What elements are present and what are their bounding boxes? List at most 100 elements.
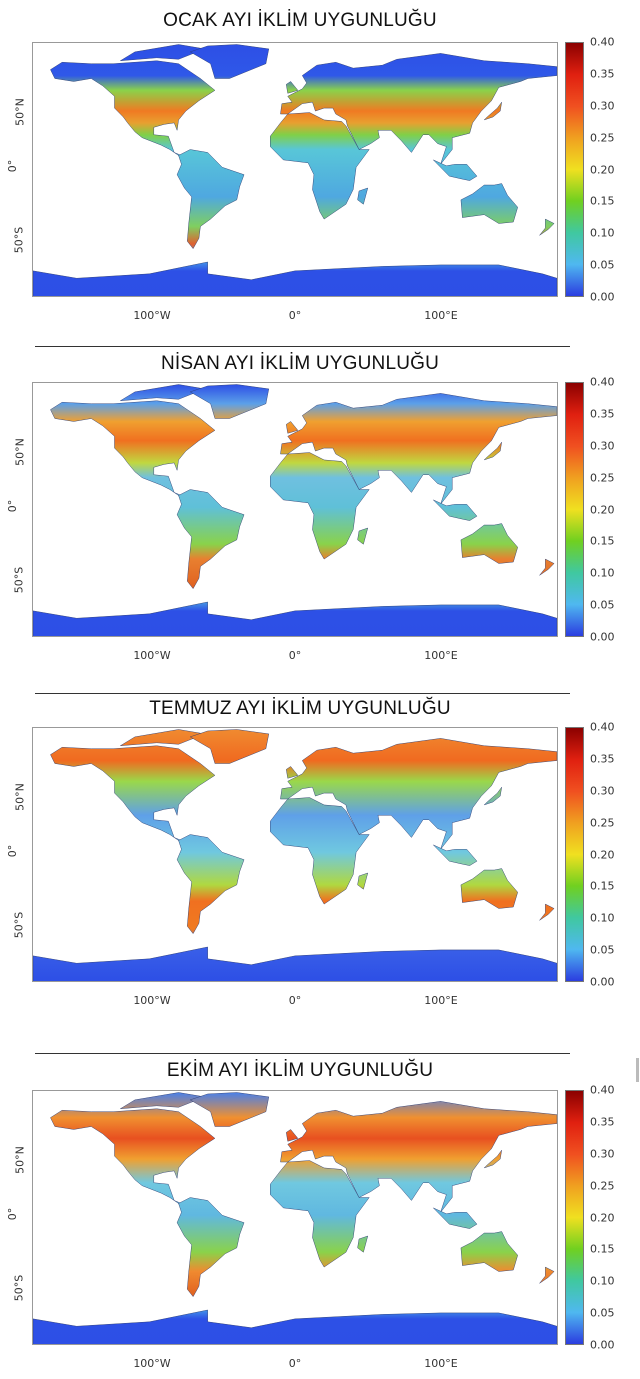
landmass-japan <box>484 442 502 461</box>
landmass-antarctica <box>33 261 557 296</box>
landmass-south-america <box>176 1197 245 1298</box>
landmass-south-america <box>176 489 245 590</box>
landmass-new-zealand <box>539 218 555 236</box>
colorbar-tick-label: 0.05 <box>590 598 615 612</box>
world-map <box>32 727 558 982</box>
x-axis-label: 100°E <box>424 649 458 662</box>
colorbar-tick-label: 0.15 <box>590 1242 615 1256</box>
colorbar-tick-label: 0.20 <box>590 1211 615 1224</box>
landmass-uk <box>286 1129 299 1142</box>
x-axis-label: 0° <box>288 309 302 322</box>
x-axis-label: 0° <box>288 994 302 1007</box>
colorbar-tick-label: 0.35 <box>590 1115 615 1129</box>
colorbar-tick-label: 0.15 <box>590 194 615 208</box>
landmass-australia <box>460 1231 518 1272</box>
colorbar-tick-label: 0.30 <box>590 99 615 113</box>
x-axis-label: 100°W <box>133 994 171 1007</box>
landmass-new-zealand <box>539 558 555 576</box>
world-map <box>32 42 558 297</box>
map-canvas <box>33 1092 557 1344</box>
landmass-north-america <box>50 400 216 496</box>
x-axis-label: 0° <box>288 1357 302 1370</box>
y-axis-label: 50°N <box>13 1146 27 1174</box>
colorbar-tick-label: 0.05 <box>590 258 615 272</box>
landmass-eurasia <box>280 393 557 505</box>
map-canvas <box>33 384 557 636</box>
colorbar-tick-label: 0.35 <box>590 67 615 81</box>
x-axis-label: 100°E <box>424 994 458 1007</box>
colorbar-tick-label: 0.40 <box>590 720 615 734</box>
colorbar-tick-label: 0.10 <box>590 911 615 925</box>
map-canvas <box>33 729 557 981</box>
colorbar-tick-label: 0.35 <box>590 752 615 766</box>
x-axis-label: 100°E <box>424 309 458 322</box>
landmass-antarctica <box>33 1309 557 1344</box>
landmass-africa <box>270 112 370 220</box>
landmass-uk <box>286 81 299 94</box>
colorbar-tick-label: 0.15 <box>590 534 615 548</box>
x-axis-label: 100°W <box>133 1357 171 1370</box>
colorbar <box>565 727 584 982</box>
landmass-indonesia <box>433 499 478 521</box>
landmass-south-america <box>176 834 245 935</box>
y-axis-label: 50°N <box>13 438 27 466</box>
landmass-north-america <box>50 60 216 156</box>
landmass-greenland <box>189 44 270 79</box>
x-axis-label: 100°W <box>133 649 171 662</box>
colorbar-tick-label: 0.10 <box>590 1274 615 1288</box>
landmass-south-america <box>176 149 245 250</box>
colorbar-tick-label: 0.05 <box>590 1306 615 1320</box>
map-canvas <box>33 44 557 296</box>
landmass-new-zealand <box>539 903 555 921</box>
scroll-marker <box>636 1058 639 1082</box>
colorbar-tick-label: 0.40 <box>590 1083 615 1097</box>
colorbar-tick-label: 0.25 <box>590 131 615 145</box>
y-axis-label: 0° <box>5 1207 19 1221</box>
landmass-greenland <box>189 384 270 419</box>
map-title: OCAK AYI İKLİM UYGUNLUĞU <box>163 10 437 31</box>
landmass-japan <box>484 1150 502 1169</box>
landmass-north-america <box>50 1108 216 1204</box>
colorbar-tick-label: 0.20 <box>590 503 615 516</box>
separator-line <box>35 693 570 694</box>
landmass-eurasia <box>280 53 557 165</box>
y-axis-label: 50°N <box>13 783 27 811</box>
colorbar-tick-label: 0.20 <box>590 848 615 861</box>
colorbar-tick-label: 0.30 <box>590 1147 615 1161</box>
colorbar-tick-label: 0.25 <box>590 471 615 485</box>
colorbar-tick-label: 0.10 <box>590 226 615 240</box>
landmass-uk <box>286 766 299 779</box>
landmass-eurasia <box>280 738 557 850</box>
colorbar-tick-label: 0.00 <box>590 1338 615 1352</box>
colorbar <box>565 382 584 637</box>
landmass-africa <box>270 797 370 905</box>
colorbar-tick-label: 0.40 <box>590 375 615 389</box>
colorbar-tick-label: 0.25 <box>590 816 615 830</box>
landmass-australia <box>460 523 518 564</box>
map-title: EKİM AYI İKLİM UYGUNLUĞU <box>166 1060 434 1081</box>
separator-line <box>35 1053 570 1054</box>
landmass-antarctica <box>33 946 557 981</box>
world-map <box>32 382 558 637</box>
landmass-madagascar <box>357 872 369 890</box>
colorbar-tick-label: 0.00 <box>590 290 615 304</box>
colorbar-tick-label: 0.00 <box>590 975 615 989</box>
landmass-australia <box>460 868 518 909</box>
landmass-eurasia <box>280 1101 557 1213</box>
landmass-africa <box>270 1160 370 1268</box>
colorbar-tick-label: 0.15 <box>590 879 615 893</box>
landmass-uk <box>286 421 299 434</box>
landmass-australia <box>460 183 518 224</box>
separator-line <box>35 346 570 347</box>
landmass-japan <box>484 787 502 806</box>
colorbar-tick-label: 0.30 <box>590 439 615 453</box>
landmass-north-america <box>50 745 216 841</box>
colorbar <box>565 42 584 297</box>
colorbar-tick-label: 0.35 <box>590 407 615 421</box>
y-axis-label: 50°N <box>13 98 27 126</box>
colorbar-tick-label: 0.30 <box>590 784 615 798</box>
map-title: TEMMUZ AYI İKLİM UYGUNLUĞU <box>149 698 451 719</box>
landmass-greenland <box>189 1092 270 1127</box>
landmass-indonesia <box>433 1207 478 1229</box>
colorbar-tick-label: 0.25 <box>590 1179 615 1193</box>
